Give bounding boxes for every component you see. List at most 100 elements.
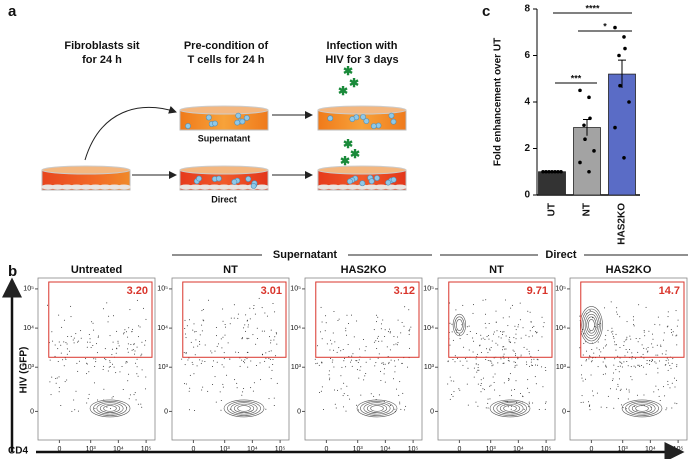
event	[476, 371, 478, 373]
cell	[234, 119, 241, 126]
event	[219, 391, 221, 393]
panel-label: c	[482, 3, 490, 20]
event	[380, 328, 382, 330]
event	[598, 349, 600, 351]
event	[191, 361, 193, 363]
event	[645, 306, 647, 308]
event	[127, 343, 129, 345]
event	[199, 343, 201, 345]
event	[270, 339, 272, 341]
event	[102, 308, 104, 310]
event	[649, 363, 651, 365]
event	[499, 395, 501, 397]
event	[87, 398, 89, 400]
event	[478, 369, 480, 371]
event	[620, 361, 622, 363]
event	[508, 378, 510, 380]
event	[528, 406, 530, 408]
event	[129, 394, 131, 396]
event	[612, 336, 614, 338]
event	[589, 355, 591, 357]
event	[394, 371, 396, 373]
event	[482, 299, 484, 301]
event	[380, 323, 382, 325]
event	[604, 373, 606, 375]
contour	[356, 399, 398, 418]
event	[590, 374, 592, 376]
event	[581, 395, 583, 397]
event	[194, 354, 196, 356]
event	[629, 335, 631, 337]
event	[468, 349, 470, 351]
data-point	[553, 169, 557, 174]
event	[482, 377, 484, 379]
event	[86, 346, 88, 348]
event	[126, 361, 128, 363]
event	[466, 333, 468, 335]
event	[618, 371, 620, 373]
event	[104, 358, 106, 360]
event	[49, 359, 51, 361]
event	[274, 336, 276, 338]
y-tick-label: 10³	[556, 364, 567, 371]
event	[134, 353, 136, 355]
significance-label: ****	[585, 3, 600, 13]
event	[72, 339, 74, 341]
event	[193, 373, 195, 375]
event	[399, 381, 401, 383]
event	[490, 384, 492, 386]
x-tick-label: 10⁴	[380, 446, 391, 453]
event	[347, 344, 349, 346]
flow-plot: NT 9.71 0 10³ 10⁴ 10⁵ 0 10³ 10⁴ 10⁵	[423, 264, 556, 453]
event	[273, 397, 275, 399]
event	[55, 382, 57, 384]
event	[616, 344, 618, 346]
step-title: for 24 h	[82, 54, 122, 66]
plot-title: NT	[223, 264, 238, 276]
event	[600, 406, 602, 408]
event	[630, 376, 632, 378]
event	[528, 392, 530, 394]
significance-label: ***	[571, 73, 582, 83]
event	[111, 354, 113, 356]
data-point	[583, 137, 587, 141]
event	[389, 404, 391, 406]
event	[665, 409, 667, 411]
y-tick-label: 10⁴	[290, 325, 301, 332]
event	[115, 372, 117, 374]
event	[623, 345, 625, 347]
data-point	[559, 169, 563, 174]
event	[105, 359, 107, 361]
event	[670, 329, 672, 331]
event	[531, 326, 533, 328]
event	[672, 334, 674, 336]
event	[86, 373, 88, 375]
event	[579, 347, 581, 349]
event	[405, 405, 407, 407]
event	[260, 379, 262, 381]
event	[544, 367, 546, 369]
y-tick-label: 0	[164, 408, 168, 415]
event	[343, 360, 345, 362]
event	[49, 381, 51, 383]
event	[480, 351, 482, 353]
event	[404, 306, 406, 308]
dish-rim	[41, 165, 131, 175]
event	[329, 377, 331, 379]
event	[125, 362, 127, 364]
event	[378, 353, 380, 355]
cell	[374, 175, 380, 181]
event	[241, 359, 243, 361]
dish-rim	[317, 105, 407, 115]
event	[383, 373, 385, 375]
event	[487, 335, 489, 337]
event	[403, 325, 405, 327]
event	[314, 358, 316, 360]
event	[112, 363, 114, 365]
cell	[390, 176, 397, 183]
event	[130, 343, 132, 345]
event	[620, 388, 622, 390]
event	[472, 304, 474, 306]
event	[132, 349, 134, 351]
